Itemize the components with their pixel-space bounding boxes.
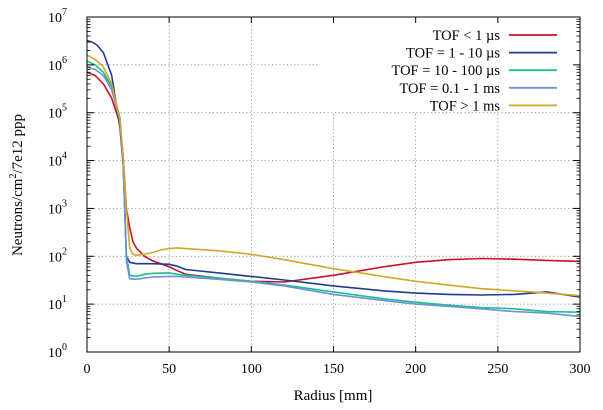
series-line-1 bbox=[86, 39, 581, 298]
series-line-4 bbox=[86, 54, 581, 297]
y-tick-label-exponent: 2 bbox=[62, 246, 67, 257]
legend-label: TOF = 10 - 100 µs bbox=[391, 63, 500, 79]
y-axis-title-main: Neutrons/cm bbox=[10, 178, 26, 256]
y-tick-label-base: 10 bbox=[48, 250, 62, 265]
y-tick-label-exponent: 3 bbox=[62, 198, 67, 209]
y-tick-label-base: 10 bbox=[48, 11, 62, 26]
y-tick-label-exponent: 7 bbox=[62, 7, 67, 18]
y-tick-label-exponent: 1 bbox=[62, 294, 67, 305]
x-tick-label: 50 bbox=[162, 362, 176, 377]
y-tick-label-base: 10 bbox=[48, 107, 62, 122]
x-tick-label: 300 bbox=[570, 362, 591, 377]
y-tick-label-exponent: 6 bbox=[62, 55, 67, 66]
legend-label: TOF = 1 - 10 µs bbox=[406, 46, 500, 62]
x-axis-title: Radius [mm] bbox=[294, 388, 373, 404]
y-tick-label-exponent: 5 bbox=[62, 103, 67, 114]
legend-label: TOF < 1 µs bbox=[433, 28, 501, 44]
y-tick-label: 107 bbox=[48, 7, 67, 26]
x-tick-label: 0 bbox=[84, 362, 91, 377]
series-lines bbox=[86, 39, 581, 318]
y-tick-label: 102 bbox=[48, 246, 67, 265]
x-tick-label: 150 bbox=[323, 362, 344, 377]
y-tick-label: 101 bbox=[48, 294, 67, 313]
y-axis-title: Neutrons/cm2/7e12 ppp bbox=[8, 114, 26, 256]
y-tick-label-base: 10 bbox=[48, 346, 62, 361]
y-tick-label-base: 10 bbox=[48, 202, 62, 217]
y-tick-label-base: 10 bbox=[48, 298, 62, 313]
legend-label: TOF > 1 ms bbox=[430, 98, 501, 114]
x-tick-label: 250 bbox=[487, 362, 508, 377]
y-axis-title-superscript: 2 bbox=[8, 174, 19, 179]
y-tick-label-exponent: 4 bbox=[62, 151, 67, 162]
axis-ticks: 0 50 100 150 200 250 3001001011021031041051061… bbox=[48, 7, 591, 377]
y-tick-label: 104 bbox=[48, 151, 67, 170]
y-axis-title-rest: /7e12 ppp bbox=[10, 114, 26, 174]
y-tick-label: 105 bbox=[48, 103, 67, 122]
y-tick-label: 103 bbox=[48, 198, 67, 217]
grid bbox=[87, 17, 580, 352]
y-tick-label-base: 10 bbox=[48, 155, 62, 170]
y-tick-label-exponent: 0 bbox=[62, 342, 67, 353]
y-tick-label: 100 bbox=[48, 342, 67, 361]
x-tick-label: 200 bbox=[405, 362, 426, 377]
y-tick-label-base: 10 bbox=[48, 59, 62, 74]
x-tick-label: 100 bbox=[241, 362, 262, 377]
y-tick-label: 106 bbox=[48, 55, 67, 74]
legend-label: TOF = 0.1 - 1 ms bbox=[399, 81, 500, 97]
